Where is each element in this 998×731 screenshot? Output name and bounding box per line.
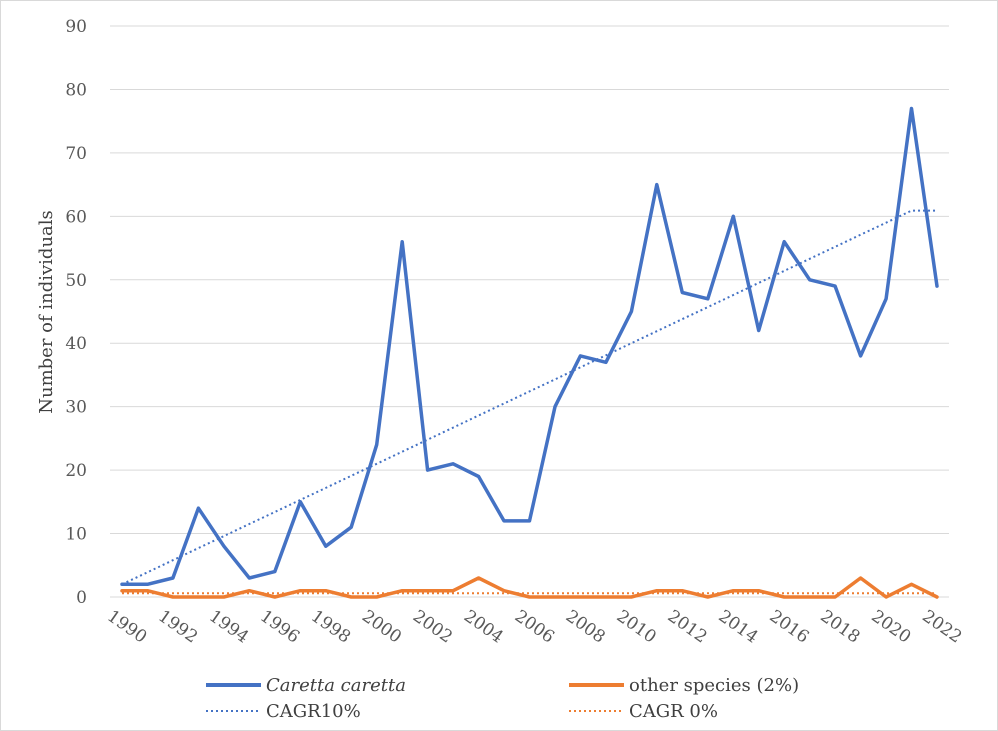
legend-label: Caretta caretta [266,675,406,696]
x-tick-label: 2000 [358,606,405,647]
y-tick-label: 0 [76,588,87,608]
x-tick-label: 2002 [409,606,456,647]
y-tick-label: 80 [65,80,87,100]
x-tick-label: 1992 [154,606,201,647]
legend-item-other-species-2: other species (2%) [569,675,799,696]
x-tick-label: 2006 [511,606,558,647]
x-tick-label: 1998 [307,606,354,647]
y-tick-label: 40 [65,334,87,354]
x-tick-label: 1996 [256,606,303,647]
x-tick-label: 2008 [562,606,609,647]
legend-item-cagr-0: CAGR 0% [569,701,718,722]
y-tick-label: 20 [65,461,87,481]
x-tick-label: 2010 [613,606,660,647]
y-tick-label: 30 [65,398,87,418]
legend-item-caretta-caretta: Caretta caretta [206,675,406,696]
x-tick-label: 2004 [460,606,507,647]
legend-label: CAGR 0% [629,701,718,722]
y-axis-ticks: 0 10 20 30 40 50 60 70 80 90 [65,17,87,608]
x-tick-label: 2020 [867,606,914,647]
y-tick-label: 50 [65,271,87,291]
y-tick-label: 70 [65,144,87,164]
legend-label: other species (2%) [629,675,799,696]
x-tick-label: 2014 [715,606,762,647]
series-line-cagr10 [121,209,937,586]
series-line-other-species-2 [120,576,939,599]
y-tick-label: 90 [65,17,87,37]
y-axis-title: Number of individuals [36,210,57,414]
x-tick-label: 2016 [766,606,813,647]
legend-label: CAGR10% [266,701,361,722]
legend: Caretta caretta other species (2%) CAGR10%… [206,675,799,722]
y-tick-label: 60 [65,207,87,227]
gridlines [110,25,949,598]
series-other-species-2 [120,576,939,599]
series-layer [120,106,939,599]
x-axis-ticks: 1990 1992 1994 1996 1998 2000 2002 2004 2006 2008… [103,606,965,647]
x-tick-label: 2012 [664,606,711,647]
legend-item-cagr10: CAGR10% [206,701,361,722]
x-tick-label: 1994 [205,606,252,647]
series-caretta-caretta [120,106,939,587]
x-tick-label: 1990 [103,606,150,647]
series-line-caretta-caretta [120,106,939,587]
series-cagr10 [121,209,937,586]
x-tick-label: 2022 [918,606,965,647]
x-tick-label: 2018 [817,606,864,647]
y-tick-label: 10 [65,525,87,545]
